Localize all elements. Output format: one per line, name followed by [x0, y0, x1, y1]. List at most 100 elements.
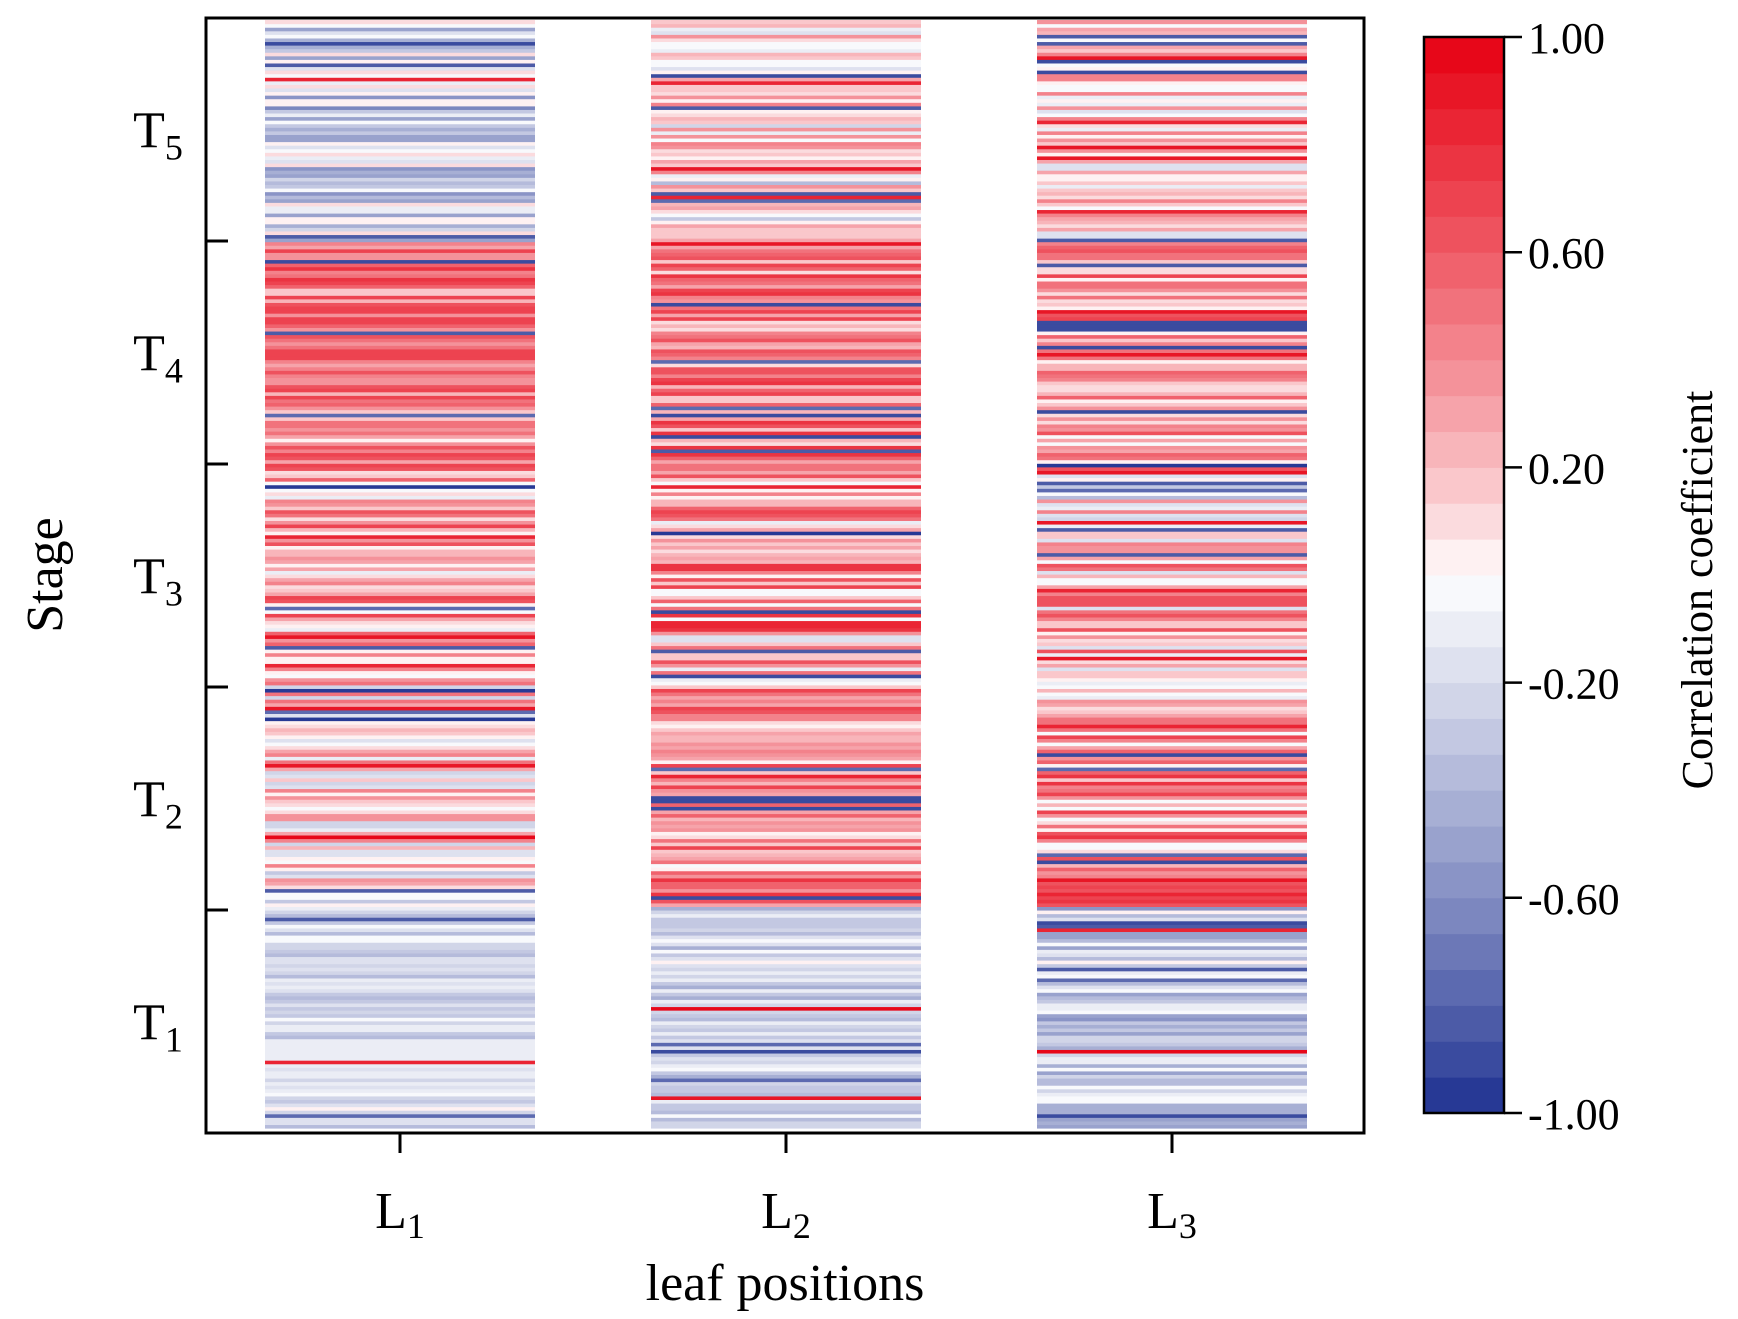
heatmap-cell	[1037, 95, 1307, 100]
heatmap-cell	[265, 1002, 535, 1008]
heatmap-cell	[265, 513, 535, 518]
heatmap-cell	[265, 599, 535, 604]
heatmap-cell	[265, 137, 535, 143]
heatmap-cell	[265, 613, 535, 618]
heatmap-cell	[265, 913, 535, 918]
heatmap-cell	[651, 674, 921, 679]
heatmap-cell	[651, 91, 921, 96]
heatmap-cell	[1037, 831, 1307, 836]
heatmap-cell	[265, 906, 535, 911]
heatmap-cell	[1037, 466, 1307, 471]
heatmap-cell	[265, 1045, 535, 1050]
heatmap-cell	[1037, 84, 1307, 89]
heatmap-cell	[1037, 1042, 1307, 1047]
heatmap-cell	[651, 670, 921, 675]
heatmap-cell	[651, 98, 921, 103]
heatmap-cell	[265, 949, 535, 954]
heatmap-cell	[1037, 273, 1307, 278]
heatmap-cell	[651, 123, 921, 128]
heatmap-cell	[265, 691, 535, 697]
heatmap-cell	[1037, 263, 1307, 268]
heatmap-cell	[1037, 1038, 1307, 1043]
heatmap-cell	[651, 892, 921, 897]
heatmap-cell	[651, 230, 921, 236]
heatmap-cell	[265, 663, 535, 668]
heatmap-cell	[651, 652, 921, 657]
heatmap-cell	[651, 838, 921, 843]
heatmap-cell	[651, 1006, 921, 1011]
heatmap-cell	[651, 913, 921, 918]
heatmap-cell	[265, 734, 535, 740]
heatmap-cell	[651, 259, 921, 264]
heatmap-cell	[265, 366, 535, 371]
heatmap-cell	[1037, 652, 1307, 657]
heatmap-cell	[651, 323, 921, 328]
colorbar-segment	[1424, 1005, 1504, 1042]
heatmap-cell	[265, 888, 535, 893]
heatmap-cell	[265, 1010, 535, 1015]
heatmap-cell	[1037, 913, 1307, 918]
heatmap-cell	[265, 845, 535, 850]
heatmap-cell	[651, 398, 921, 404]
heatmap-cell	[265, 112, 535, 118]
heatmap-cell	[265, 491, 535, 496]
heatmap-cell	[1037, 409, 1307, 414]
heatmap-cell	[265, 992, 535, 997]
heatmap-cell	[1037, 513, 1307, 518]
colorbar-tick-label: -1.00	[1528, 1090, 1620, 1139]
heatmap-cell	[265, 1013, 535, 1018]
heatmap-cell	[265, 584, 535, 589]
heatmap-cell	[265, 588, 535, 593]
heatmap-cell	[651, 1092, 921, 1097]
heatmap-cell	[1037, 981, 1307, 986]
colorbar-segment	[1424, 323, 1504, 361]
heatmap-cell	[651, 506, 921, 511]
heatmap-cell	[1037, 559, 1307, 564]
heatmap-cell	[1037, 291, 1307, 296]
heatmap-cell	[265, 1042, 535, 1047]
heatmap-cell	[1037, 938, 1307, 943]
heatmap-cell	[651, 420, 921, 425]
heatmap-cell	[265, 634, 535, 639]
heatmap-cell	[1037, 620, 1307, 625]
heatmap-cell	[1037, 280, 1307, 286]
heatmap-cell	[1037, 284, 1307, 289]
heatmap-cell	[1037, 974, 1307, 979]
colorbar-segment	[1424, 503, 1504, 540]
heatmap-cell	[651, 166, 921, 171]
heatmap-cell	[1037, 892, 1307, 897]
heatmap-cell	[265, 370, 535, 375]
heatmap-cell	[651, 1049, 921, 1054]
heatmap-cell	[651, 552, 921, 557]
heatmap-cell	[1037, 716, 1307, 722]
heatmap-cell	[265, 684, 535, 689]
heatmap-cell	[1037, 255, 1307, 261]
heatmap-cell	[265, 34, 535, 39]
heatmap-cell	[651, 563, 921, 568]
heatmap-cell	[265, 574, 535, 579]
heatmap-cell	[651, 37, 921, 43]
heatmap-cell	[1037, 220, 1307, 225]
heatmap-cell	[651, 359, 921, 364]
heatmap-cell	[1037, 288, 1307, 293]
heatmap-cell	[265, 548, 535, 554]
heatmap-cell	[265, 581, 535, 586]
heatmap-cell	[265, 820, 535, 825]
heatmap-cell	[265, 927, 535, 933]
heatmap-cell	[651, 538, 921, 543]
heatmap-cell	[651, 781, 921, 786]
heatmap-cell	[265, 863, 535, 868]
heatmap-cell	[265, 463, 535, 468]
heatmap-cell	[265, 945, 535, 950]
heatmap-cell	[651, 87, 921, 93]
heatmap-cell	[1037, 967, 1307, 972]
heatmap-cell	[265, 934, 535, 940]
heatmap-cell	[265, 484, 535, 489]
heatmap-cell	[651, 842, 921, 847]
heatmap-cell	[651, 627, 921, 632]
heatmap-cell	[1037, 1017, 1307, 1022]
heatmap-cell	[651, 481, 921, 486]
heatmap-cell	[651, 377, 921, 382]
heatmap-cell	[1037, 970, 1307, 975]
heatmap-cell	[1037, 195, 1307, 200]
